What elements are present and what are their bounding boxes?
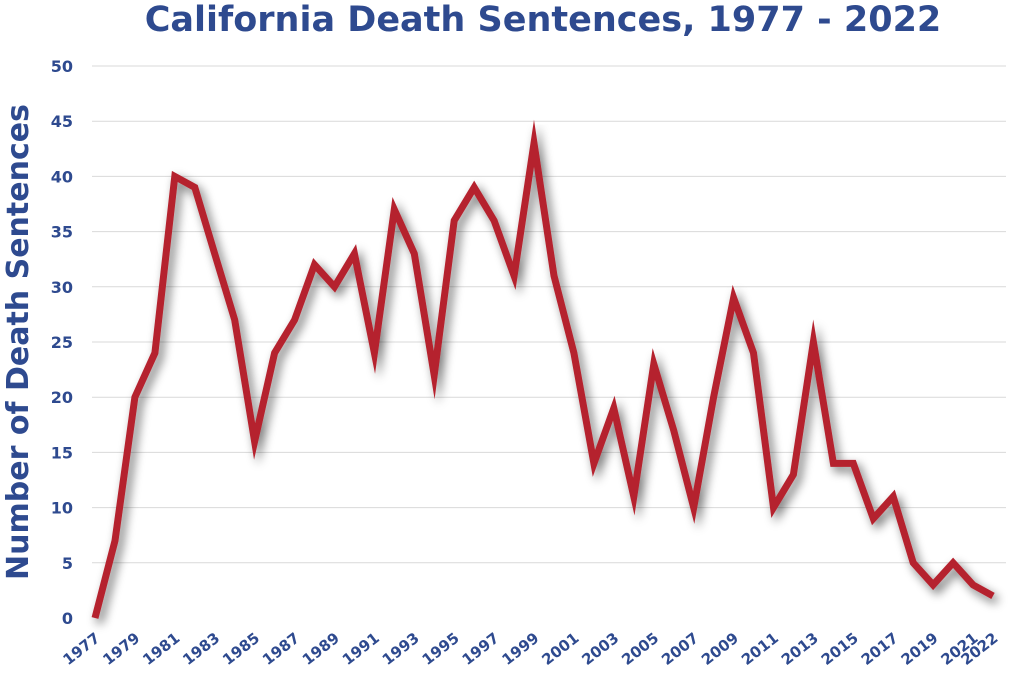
y-tick-label: 40 <box>51 167 73 186</box>
gridlines <box>92 65 1006 564</box>
y-tick-label: 50 <box>51 57 73 76</box>
y-tick-label: 45 <box>51 112 73 131</box>
x-tick-label: 1991 <box>339 629 383 669</box>
y-tick-label: 30 <box>51 278 73 297</box>
x-tick-label: 2011 <box>738 629 782 669</box>
x-tick-label: 1999 <box>499 629 543 669</box>
series-line-group <box>91 119 995 619</box>
y-tick-label: 15 <box>51 443 73 462</box>
x-tick-label: 2015 <box>818 629 862 669</box>
y-tick-label: 10 <box>51 499 73 518</box>
x-tick-label: 1981 <box>139 629 183 669</box>
x-tick-label: 1983 <box>179 629 223 669</box>
series-line <box>91 119 995 619</box>
chart-title: California Death Sentences, 1977 - 2022 <box>145 0 942 40</box>
x-tick-label: 1995 <box>419 629 463 669</box>
x-tick-label: 2009 <box>698 629 742 669</box>
x-tick-label: 1997 <box>459 629 503 669</box>
x-tick-label: 2001 <box>538 629 582 669</box>
x-tick-label: 2017 <box>858 629 902 669</box>
x-tick-label: 2007 <box>658 629 702 669</box>
x-tick-label: 1977 <box>59 629 103 669</box>
x-tick-label: 1993 <box>379 629 423 669</box>
y-tick-label: 25 <box>51 333 73 352</box>
x-tick-label: 1989 <box>299 629 343 669</box>
x-tick-label: 1987 <box>259 629 303 669</box>
x-tick-label: 2003 <box>578 629 622 669</box>
y-axis-label: Number of Death Sentences <box>1 104 36 580</box>
y-axis-tick-labels: 0 5 10 15 20 25 30 35 40 45 50 <box>51 57 73 628</box>
x-tick-label: 2019 <box>898 629 942 669</box>
x-tick-label: 2005 <box>618 629 662 669</box>
x-tick-label: 2013 <box>778 629 822 669</box>
y-tick-label: 5 <box>62 554 73 573</box>
x-tick-label: 1979 <box>99 629 143 669</box>
y-tick-label: 20 <box>51 388 73 407</box>
x-axis-tick-labels: 1977197919811983198519871989199119931995… <box>59 629 1001 669</box>
y-tick-label: 35 <box>51 223 73 242</box>
x-tick-label: 1985 <box>219 629 263 669</box>
y-tick-label: 0 <box>62 609 73 628</box>
